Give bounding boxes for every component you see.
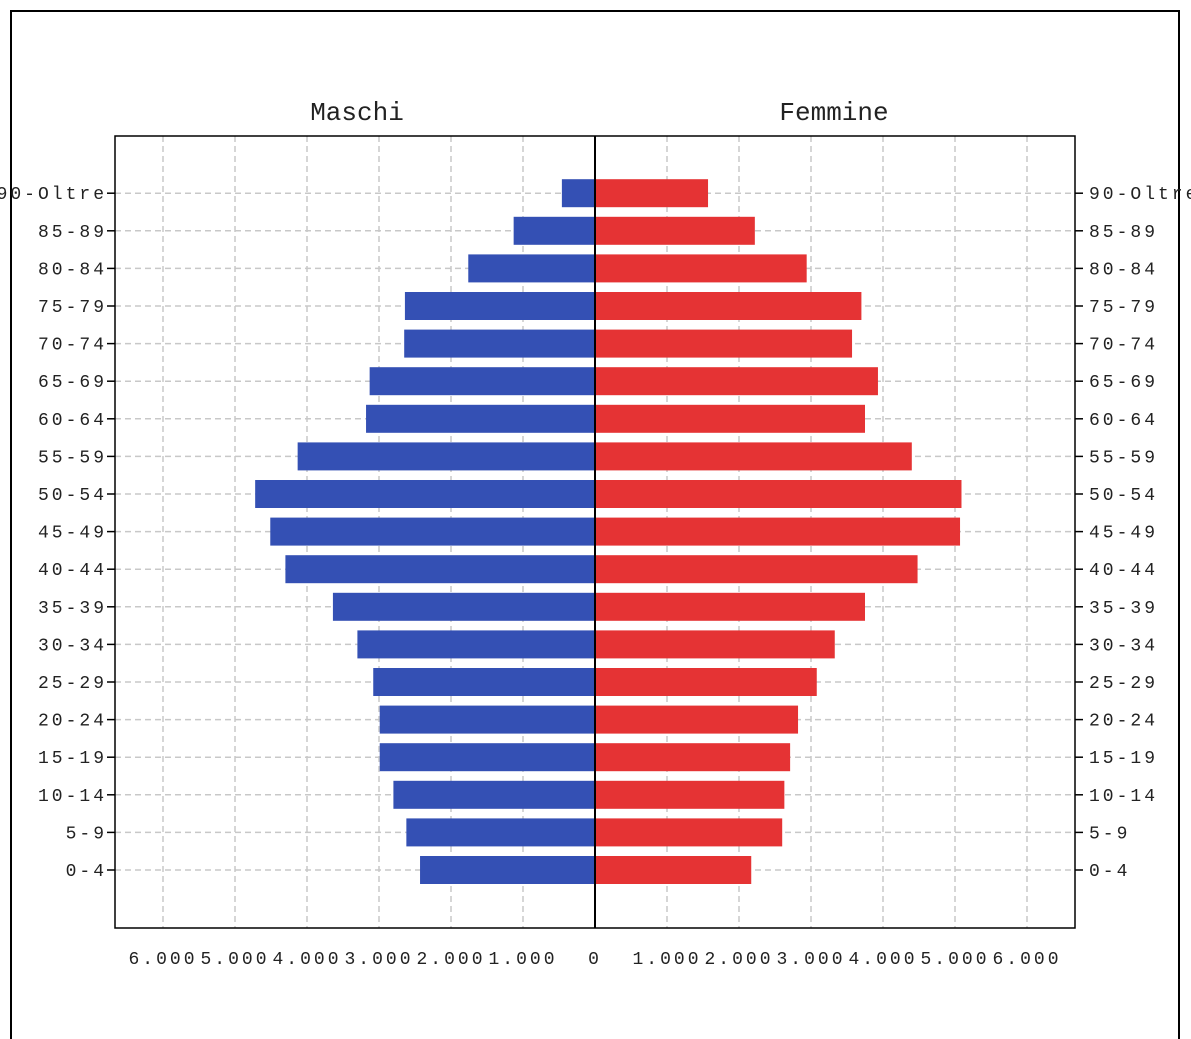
x-tick-label: 5.000	[920, 950, 989, 970]
right-age-label: 70-74	[1089, 336, 1158, 356]
male-bar	[369, 367, 595, 396]
female-bar	[595, 517, 961, 546]
male-bar	[270, 517, 595, 546]
female-bar	[595, 179, 709, 208]
right-age-label: 45-49	[1089, 524, 1158, 544]
x-tick-label: 4.000	[272, 950, 341, 970]
male-bar	[297, 442, 595, 471]
x-tick-label: 6.000	[992, 950, 1061, 970]
male-bar	[332, 592, 595, 621]
female-bar	[595, 216, 755, 245]
x-tick-label: 2.000	[704, 950, 773, 970]
left-age-label: 50-54	[38, 486, 107, 506]
male-bar	[255, 480, 595, 508]
male-bar	[379, 705, 595, 734]
male-bar	[561, 179, 595, 208]
left-age-label: 85-89	[38, 223, 107, 243]
left-age-label: 35-39	[38, 599, 107, 619]
female-bar	[595, 292, 862, 320]
axis-labels: 0-4 0-4 5-9 5-9 10-14 10-14 15-19 15-19 20-24 20-…	[0, 185, 1191, 970]
x-tick-label: 1.000	[632, 950, 701, 970]
x-tick-label: 2.000	[416, 950, 485, 970]
female-bar	[595, 856, 752, 884]
female-bar	[595, 705, 799, 734]
female-bar	[595, 329, 853, 358]
male-bar	[366, 404, 595, 433]
x-tick-label: 6.000	[128, 950, 197, 970]
right-age-label: 15-19	[1089, 749, 1158, 769]
left-age-label: 10-14	[38, 787, 107, 807]
right-age-label: 75-79	[1089, 298, 1158, 318]
left-age-label: 0-4	[66, 862, 107, 882]
left-age-label: 15-19	[38, 749, 107, 769]
left-age-label: 75-79	[38, 298, 107, 318]
female-bar	[595, 630, 835, 659]
x-tick-label: 3.000	[344, 950, 413, 970]
male-bar	[513, 216, 595, 245]
right-age-label: 25-29	[1089, 674, 1158, 694]
female-bar	[595, 442, 912, 471]
x-tick-label: 1.000	[488, 950, 557, 970]
female-bar	[595, 668, 817, 696]
tick-marks	[107, 192, 1083, 871]
right-age-label: 55-59	[1089, 448, 1158, 468]
x-tick-label: 3.000	[776, 950, 845, 970]
male-bar	[468, 254, 595, 283]
right-age-label: 20-24	[1089, 712, 1158, 732]
female-bar	[595, 254, 807, 283]
female-bar	[595, 480, 962, 508]
right-age-label: 5-9	[1089, 824, 1130, 844]
male-bar	[379, 743, 595, 772]
right-age-label: 85-89	[1089, 223, 1158, 243]
x-tick-label: 0	[588, 950, 602, 970]
right-age-label: 60-64	[1089, 411, 1158, 431]
right-age-label: 40-44	[1089, 561, 1158, 581]
right-age-label: 90-Oltre	[1089, 185, 1191, 205]
male-bar	[404, 329, 595, 358]
left-age-label: 65-69	[38, 373, 107, 393]
male-bar	[285, 555, 595, 584]
right-side-title: Femmine	[779, 98, 888, 128]
right-age-label: 50-54	[1089, 486, 1158, 506]
right-age-label: 80-84	[1089, 260, 1158, 280]
right-age-label: 30-34	[1089, 636, 1158, 656]
male-bar	[404, 292, 595, 320]
female-bar	[595, 404, 865, 433]
right-age-label: 0-4	[1089, 862, 1130, 882]
left-age-label: 55-59	[38, 448, 107, 468]
male-bar	[406, 818, 595, 847]
male-bar	[357, 630, 595, 659]
right-age-label: 10-14	[1089, 787, 1158, 807]
female-bar	[595, 780, 785, 809]
left-age-label: 70-74	[38, 336, 107, 356]
right-age-label: 35-39	[1089, 599, 1158, 619]
left-age-label: 80-84	[38, 260, 107, 280]
x-tick-label: 5.000	[200, 950, 269, 970]
male-bar	[373, 668, 595, 696]
left-age-label: 30-34	[38, 636, 107, 656]
x-tick-label: 4.000	[848, 950, 917, 970]
left-age-label: 40-44	[38, 561, 107, 581]
female-bar	[595, 592, 865, 621]
bars	[255, 179, 962, 884]
female-bar	[595, 367, 878, 396]
left-age-label: 90-Oltre	[0, 185, 107, 205]
female-bar	[595, 555, 918, 584]
left-age-label: 45-49	[38, 524, 107, 544]
left-age-label: 60-64	[38, 411, 107, 431]
female-bar	[595, 818, 783, 847]
left-age-label: 25-29	[38, 674, 107, 694]
male-bar	[420, 856, 595, 884]
left-age-label: 20-24	[38, 712, 107, 732]
right-age-label: 65-69	[1089, 373, 1158, 393]
left-side-title: Maschi	[310, 98, 404, 128]
male-bar	[393, 780, 595, 809]
female-bar	[595, 743, 791, 772]
left-age-label: 5-9	[66, 824, 107, 844]
